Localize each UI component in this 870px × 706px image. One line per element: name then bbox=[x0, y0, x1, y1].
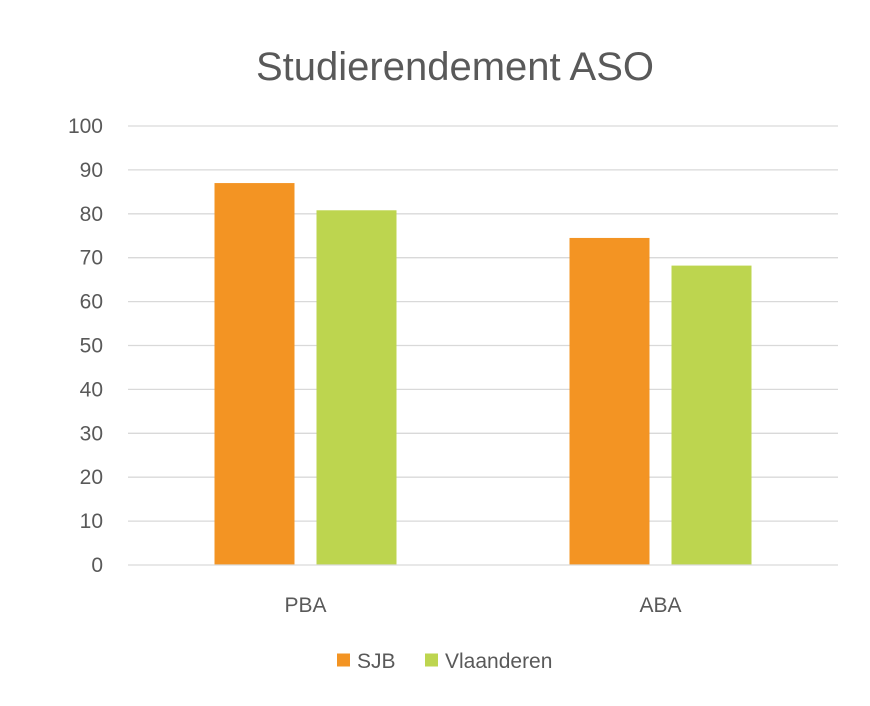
y-tick-label: 50 bbox=[80, 335, 103, 358]
y-axis-ticks: 0 10 20 30 40 50 60 70 80 90 100 bbox=[68, 115, 103, 577]
y-tick-label: 60 bbox=[80, 291, 103, 314]
legend: SJB Vlaanderen bbox=[337, 650, 552, 673]
bar-vlaanderen-aba bbox=[671, 265, 752, 565]
legend-item-vlaanderen: Vlaanderen bbox=[425, 650, 552, 673]
chart-title: Studierendement ASO bbox=[256, 45, 654, 89]
bars bbox=[214, 183, 752, 565]
x-category-label: PBA bbox=[284, 594, 326, 617]
bar-sjb-pba bbox=[214, 183, 295, 565]
y-tick-label: 80 bbox=[80, 203, 103, 226]
y-tick-label: 70 bbox=[80, 247, 103, 270]
x-category-label: ABA bbox=[639, 594, 681, 617]
legend-swatch bbox=[425, 653, 438, 667]
bar-vlaanderen-pba bbox=[316, 210, 397, 565]
legend-swatch bbox=[337, 653, 350, 667]
y-tick-label: 30 bbox=[80, 422, 103, 445]
legend-label: Vlaanderen bbox=[445, 650, 552, 673]
legend-item-sjb: SJB bbox=[337, 650, 396, 673]
y-tick-label: 90 bbox=[80, 159, 103, 182]
y-tick-label: 0 bbox=[91, 554, 103, 577]
x-axis-categories: PBA ABA bbox=[284, 594, 681, 617]
bar-sjb-aba bbox=[569, 237, 650, 565]
legend-label: SJB bbox=[357, 650, 396, 673]
y-tick-label: 40 bbox=[80, 378, 103, 401]
y-tick-label: 10 bbox=[80, 510, 103, 533]
y-tick-label: 20 bbox=[80, 466, 103, 489]
y-tick-label: 100 bbox=[68, 115, 103, 138]
